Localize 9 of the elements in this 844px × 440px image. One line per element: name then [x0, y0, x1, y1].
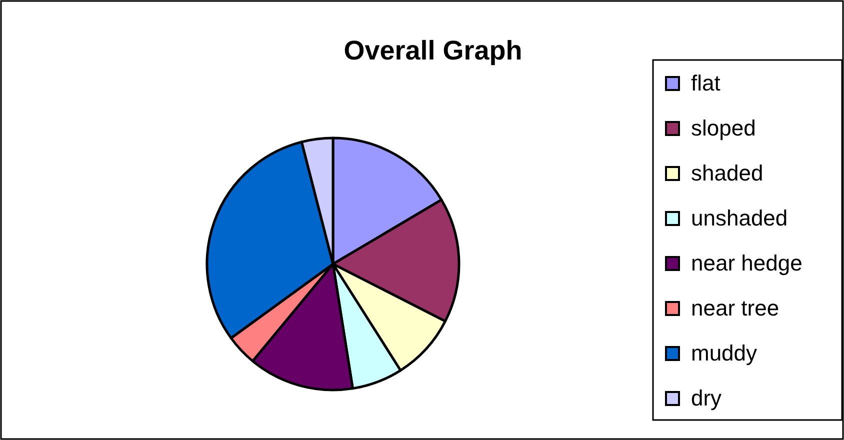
legend-label: dry — [691, 386, 722, 411]
legend-label: shaded — [691, 160, 764, 186]
legend-label: unshaded — [691, 206, 788, 231]
legend-label: near tree — [691, 296, 780, 321]
legend-label: sloped — [691, 116, 756, 141]
chart-title: Overall Graph — [344, 35, 522, 66]
legend-label: flat — [691, 70, 720, 96]
legend-label: muddy — [691, 340, 758, 366]
legend-label: near hedge — [691, 250, 802, 276]
